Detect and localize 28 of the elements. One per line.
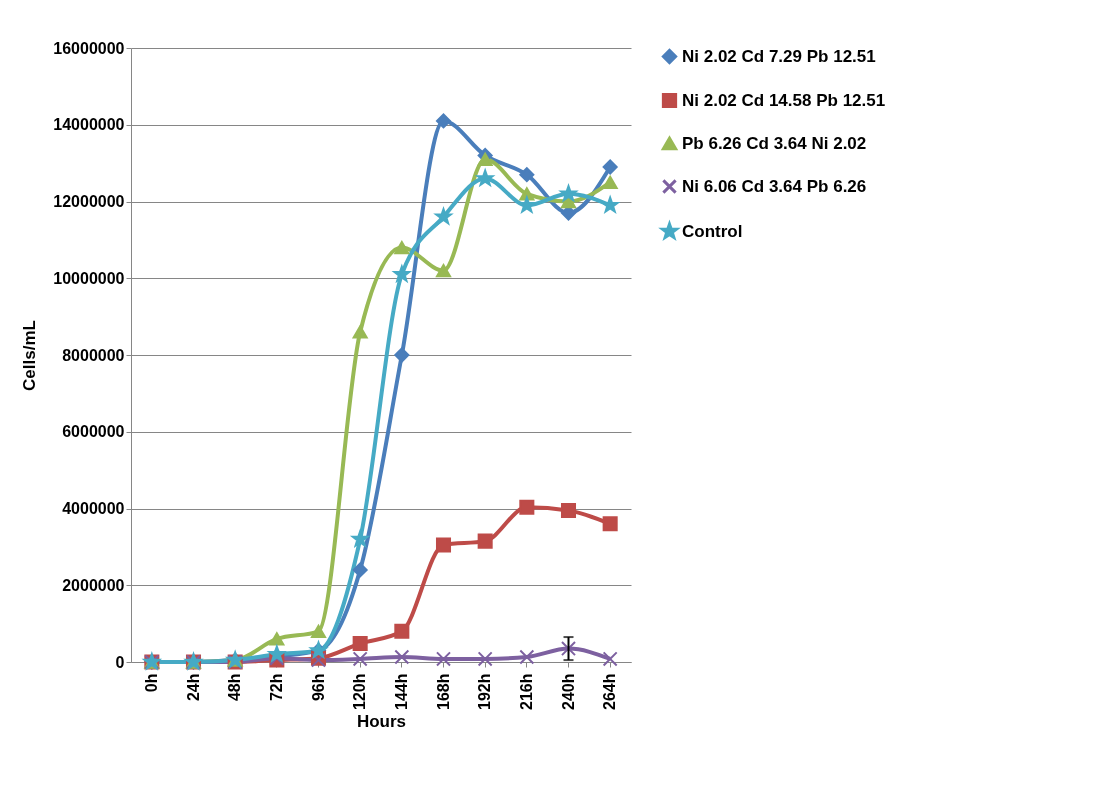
y-tick-label: 4000000 xyxy=(62,500,125,517)
y-tick-label: 14000000 xyxy=(53,116,125,134)
x-tick-label: 72h xyxy=(267,673,285,702)
x-tick-label: 24h xyxy=(184,673,202,702)
x-tick-label: 48h xyxy=(226,673,244,702)
y-tick-label: 0 xyxy=(115,653,125,671)
legend-label: Ni 6.06 Cd 3.64 Pb 6.26 xyxy=(682,176,867,196)
x-tick-label: 96h xyxy=(309,673,327,702)
y-tick-label: 6000000 xyxy=(62,423,125,441)
x-tick-label: 192h xyxy=(476,673,494,710)
y-tick-label: 10000000 xyxy=(53,269,125,287)
y-axis-title: Cells/mL xyxy=(20,320,40,391)
legend-label: Ni 2.02 Cd 14.58 Pb 12.51 xyxy=(682,90,886,110)
y-tick-label: 16000000 xyxy=(53,39,125,57)
y-tick-label: 2000000 xyxy=(62,576,125,594)
legend-label: Ni 2.02 Cd 7.29 Pb 12.51 xyxy=(682,46,876,66)
y-tick-label: 12000000 xyxy=(53,193,125,210)
x-tick-label: 168h xyxy=(434,673,452,710)
x-tick-label: 240h xyxy=(559,673,577,710)
legend-label: Control xyxy=(682,221,743,241)
x-tick-label: 216h xyxy=(517,673,535,710)
y-tick-label: 8000000 xyxy=(62,346,125,364)
x-tick-label: 0h xyxy=(142,673,160,693)
x-tick-label: 120h xyxy=(351,673,369,710)
legend-label: Pb 6.26 Cd 3.64 Ni 2.02 xyxy=(682,133,867,153)
x-axis-title: Hours xyxy=(356,711,407,731)
x-tick-label: 264h xyxy=(601,673,619,710)
x-tick-label: 144h xyxy=(392,673,410,710)
